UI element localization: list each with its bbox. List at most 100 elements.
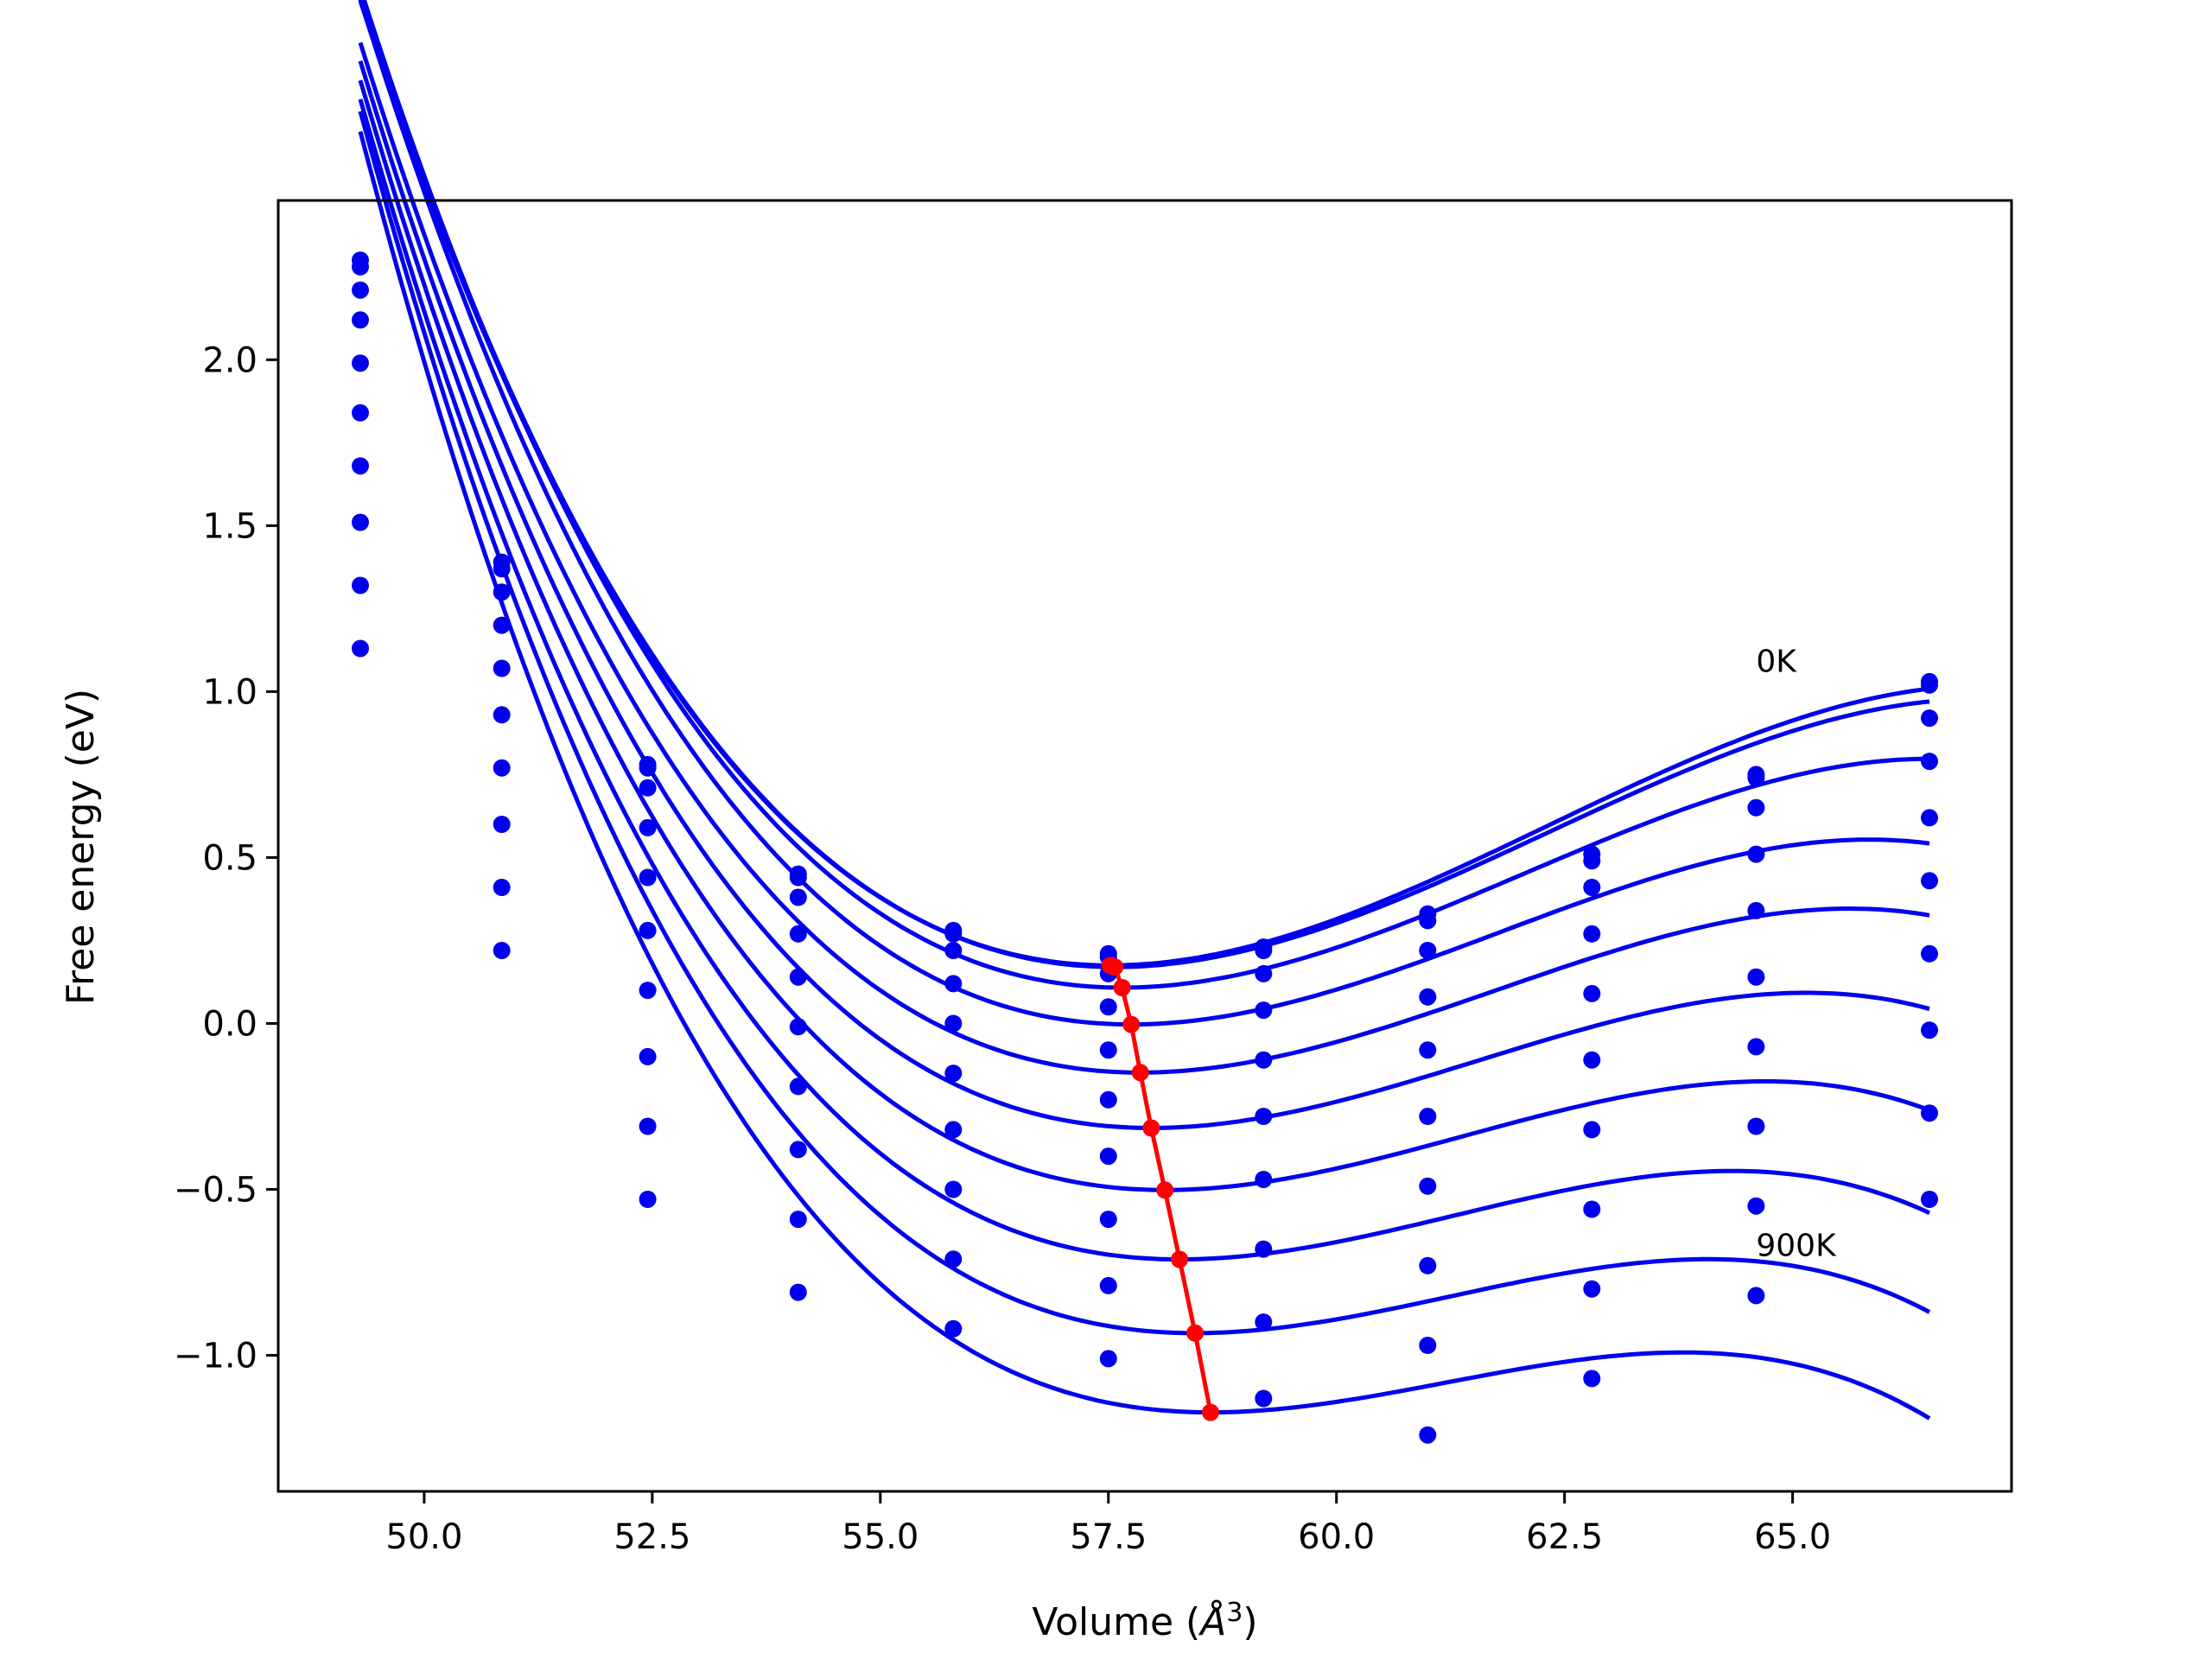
data-point-s6-4	[944, 1121, 963, 1139]
data-point-s6-5	[1099, 1147, 1117, 1166]
data-point-s3-5	[1099, 998, 1117, 1016]
data-point-s3-2	[639, 818, 657, 836]
minimum-point-4	[1131, 1064, 1149, 1082]
minimum-point-6	[1156, 1181, 1174, 1199]
data-point-s3-1	[493, 616, 511, 634]
data-point-s6-2	[639, 982, 657, 1000]
data-point-s2-6	[1255, 964, 1273, 982]
data-point-s9-5	[1099, 1350, 1117, 1368]
fit-curve-3	[358, 0, 1930, 1027]
minimum-point-8	[1186, 1324, 1205, 1342]
x-tick-label-6: 65.0	[1754, 1517, 1831, 1557]
data-point-s9-9	[1747, 1287, 1765, 1305]
annotations: 0K 900K	[1756, 644, 1837, 1263]
data-point-s1-4	[944, 925, 963, 943]
minimum-point-9	[1202, 1403, 1219, 1421]
x-tick-label-4: 60.0	[1298, 1517, 1375, 1557]
data-point-s5-9	[1747, 968, 1765, 986]
data-point-s5-2	[639, 921, 657, 939]
data-point-s7-0	[352, 513, 369, 531]
data-point-s9-8	[1583, 1370, 1601, 1388]
data-point-s3-7	[1419, 988, 1437, 1006]
data-point-s5-5	[1099, 1090, 1117, 1109]
data-point-s4-7	[1419, 1041, 1437, 1059]
data-point-s1-7	[1419, 912, 1437, 930]
data-point-s3-10	[1921, 753, 1938, 771]
fit-curve-8	[358, 111, 1931, 1336]
data-point-s7-7	[1419, 1256, 1437, 1274]
annotation-1: 900K	[1756, 1228, 1837, 1263]
fit-curve-2	[361, 0, 1929, 990]
y-tick-label-2: 0.0	[202, 1004, 257, 1044]
data-point-s4-2	[639, 868, 657, 887]
data-point-s2-3	[789, 888, 807, 906]
data-point-s8-7	[1419, 1337, 1437, 1354]
data-point-s2-8	[1583, 879, 1601, 896]
data-point-s7-2	[639, 1047, 657, 1065]
data-point-s8-9	[1747, 1197, 1765, 1215]
data-point-s4-5	[1099, 1041, 1117, 1059]
y-tick-label-5: 1.5	[202, 506, 257, 546]
data-point-s9-2	[639, 1191, 657, 1208]
data-point-s4-3	[789, 968, 807, 986]
data-point-s4-10	[1921, 809, 1938, 827]
data-point-s3-9	[1747, 845, 1765, 863]
data-point-s7-1	[493, 816, 511, 833]
data-point-s7-6	[1255, 1240, 1273, 1258]
data-point-s6-10	[1921, 944, 1938, 963]
data-point-s2-7	[1419, 942, 1437, 959]
minimum-point-1	[1106, 958, 1124, 976]
fit-curve-7	[358, 99, 1931, 1262]
x-tick-label-5: 62.5	[1526, 1517, 1603, 1557]
minimum-point-7	[1171, 1250, 1189, 1268]
data-point-s7-4	[944, 1180, 963, 1198]
y-tick-label-1: −0.5	[174, 1171, 257, 1211]
annotation-0: 0K	[1756, 644, 1797, 679]
fit-curve-9	[358, 130, 1931, 1421]
data-point-s5-6	[1255, 1108, 1273, 1125]
minimum-point-3	[1122, 1015, 1141, 1033]
data-point-s7-3	[789, 1141, 807, 1159]
x-tick-label-3: 57.5	[1070, 1517, 1147, 1557]
data-point-s7-9	[1747, 1117, 1765, 1135]
x-tick-label-1: 52.5	[613, 1517, 690, 1557]
data-point-s1-0	[352, 257, 369, 276]
data-point-s7-8	[1583, 1200, 1601, 1218]
fit-curve-6	[358, 79, 1930, 1192]
data-point-s8-10	[1921, 1104, 1938, 1122]
data-point-s1-9	[1747, 769, 1765, 787]
data-point-s6-9	[1747, 1038, 1765, 1056]
x-axis-title-text: Volume	[1032, 1600, 1173, 1644]
data-point-s9-10	[1921, 1191, 1938, 1208]
data-point-s1-3	[789, 868, 807, 887]
data-point-s5-0	[352, 404, 369, 422]
data-point-s3-6	[1255, 1001, 1273, 1020]
data-point-s6-6	[1255, 1171, 1273, 1188]
y-tick-label-6: 2.0	[202, 340, 257, 380]
data-point-s8-0	[352, 576, 369, 594]
data-point-s2-9	[1747, 798, 1765, 817]
data-point-s4-6	[1255, 1051, 1273, 1069]
data-point-s2-4	[944, 942, 963, 959]
data-point-s6-1	[493, 759, 511, 777]
y-tick-label-4: 1.0	[202, 672, 257, 712]
data-point-s8-1	[493, 879, 511, 896]
axes: 50.0 52.5 55.0 57.5 60.0 62.5 65.0 −1.0 −0.5 0.0 0…	[174, 340, 1831, 1557]
data-point-s5-3	[789, 1018, 807, 1036]
data-point-s5-10	[1921, 872, 1938, 890]
data-point-s6-7	[1419, 1177, 1437, 1195]
data-point-s4-0	[352, 354, 369, 372]
x-tick-label-0: 50.0	[385, 1517, 462, 1557]
data-point-s3-8	[1583, 925, 1601, 943]
data-point-s5-8	[1583, 1051, 1601, 1069]
data-point-s8-4	[944, 1250, 963, 1268]
data-point-s4-4	[944, 1014, 963, 1033]
fit-curve-1	[359, 0, 1930, 969]
data-point-s4-8	[1583, 984, 1601, 1002]
data-point-s1-1	[493, 560, 511, 578]
data-point-s9-1	[493, 942, 511, 959]
data-point-s8-5	[1099, 1276, 1117, 1294]
y-tick-label-0: −1.0	[174, 1337, 257, 1376]
